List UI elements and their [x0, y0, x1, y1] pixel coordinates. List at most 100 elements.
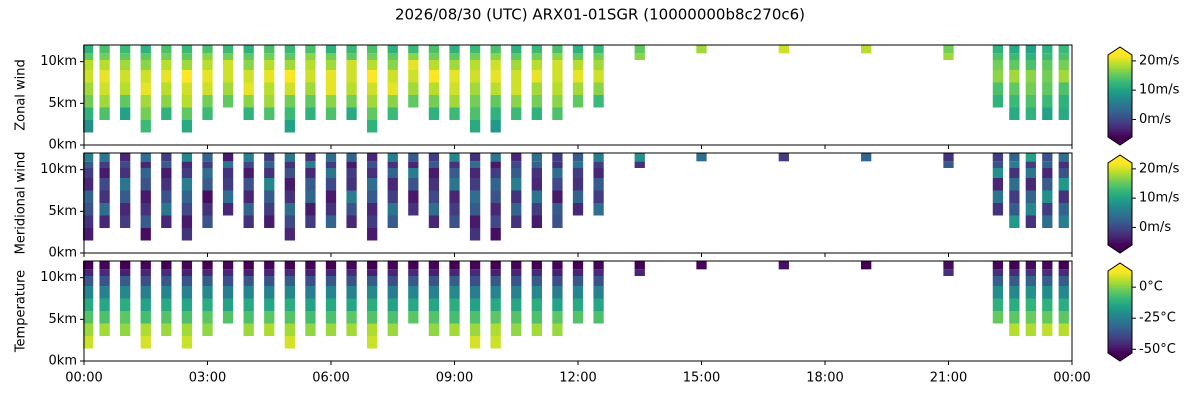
colorbar-swatch — [1108, 288, 1132, 291]
cell — [1058, 215, 1069, 228]
cell — [428, 161, 440, 168]
colorbar-swatch — [1108, 82, 1132, 85]
cell — [531, 70, 542, 83]
cell — [572, 53, 584, 60]
cell — [531, 286, 542, 299]
cell — [1042, 153, 1053, 162]
cell — [469, 153, 481, 162]
cell — [181, 178, 193, 191]
cell — [511, 45, 522, 54]
colorbar-swatch — [1108, 236, 1132, 239]
cell — [243, 107, 254, 120]
cell — [120, 203, 131, 216]
cell — [531, 168, 542, 178]
cell — [181, 70, 193, 83]
chart-title: 2026/08/30 (UTC) ARX01-01SGR (10000000b8… — [395, 6, 805, 24]
colorbar-swatch — [1108, 60, 1132, 63]
colorbar-swatch — [1108, 283, 1132, 286]
cell — [367, 53, 378, 60]
cell — [284, 82, 295, 95]
cell — [387, 190, 398, 203]
cell — [305, 70, 316, 83]
cell — [120, 45, 131, 54]
colorbar-swatch — [1108, 112, 1132, 115]
colorbar-swatch — [1108, 335, 1132, 338]
cell — [181, 215, 193, 228]
cell — [408, 95, 419, 108]
cell — [99, 269, 110, 276]
cell — [181, 276, 193, 286]
y-axis-label: Meridional wind — [14, 152, 29, 255]
cell — [325, 286, 337, 299]
cell — [140, 45, 151, 54]
cell — [82, 161, 94, 168]
cell — [449, 60, 460, 70]
cell — [82, 45, 94, 54]
colorbar-swatch — [1108, 318, 1132, 321]
cell — [387, 178, 398, 191]
colorbar-swatch — [1108, 212, 1132, 215]
colorbar-swatch — [1108, 75, 1132, 78]
cell — [1025, 45, 1036, 54]
cell — [161, 53, 172, 60]
cell — [1009, 161, 1020, 168]
cell — [593, 178, 604, 191]
cell — [243, 70, 254, 83]
cell — [593, 45, 604, 54]
cell — [428, 45, 440, 54]
colorbar-swatch — [1108, 65, 1132, 68]
cell — [387, 53, 398, 60]
cell — [367, 153, 378, 162]
colorbar-swatch — [1108, 327, 1132, 329]
cell — [161, 107, 172, 120]
cell — [511, 311, 522, 324]
cell — [222, 276, 234, 286]
cell — [243, 161, 254, 168]
cell — [469, 298, 481, 311]
cell — [469, 120, 481, 133]
cell — [943, 153, 954, 162]
cell — [511, 107, 522, 120]
cell — [325, 168, 337, 178]
cell — [408, 298, 419, 311]
colorbar-swatch — [1108, 340, 1132, 343]
colorbar-swatch — [1108, 276, 1132, 279]
cell — [243, 286, 254, 299]
cell — [82, 107, 94, 120]
colorbar-swatch — [1108, 191, 1132, 194]
colorbar-swatch — [1108, 275, 1132, 277]
cell — [1025, 178, 1036, 191]
cell — [202, 95, 213, 108]
cell — [469, 82, 481, 95]
cell — [1009, 153, 1020, 162]
colorbar-swatch — [1108, 86, 1132, 89]
colorbar-swatch — [1108, 109, 1132, 112]
x-tick-label: 18:00 — [806, 371, 843, 386]
y-tick-label: 10km — [40, 162, 77, 177]
colorbar-extend — [1108, 263, 1132, 271]
colorbar-swatch — [1108, 347, 1132, 350]
cell — [531, 215, 542, 228]
cell — [572, 45, 584, 54]
cell — [408, 269, 419, 276]
cell — [449, 298, 460, 311]
cell — [531, 311, 542, 324]
cell — [99, 276, 110, 286]
colorbar-swatch — [1108, 74, 1132, 76]
colorbar-swatch — [1108, 277, 1132, 280]
cell — [99, 298, 110, 311]
cell — [1009, 203, 1020, 216]
colorbar-swatch — [1108, 322, 1132, 325]
colorbar-swatch — [1108, 296, 1132, 299]
cell — [202, 168, 213, 178]
cell — [552, 45, 563, 54]
cell — [1025, 60, 1036, 70]
cell — [552, 168, 563, 178]
cell — [140, 178, 151, 191]
cell — [120, 60, 131, 70]
colorbar-swatch — [1108, 100, 1132, 102]
cell — [408, 286, 419, 299]
cell — [202, 286, 213, 299]
cell — [161, 311, 172, 324]
cell — [469, 53, 481, 60]
